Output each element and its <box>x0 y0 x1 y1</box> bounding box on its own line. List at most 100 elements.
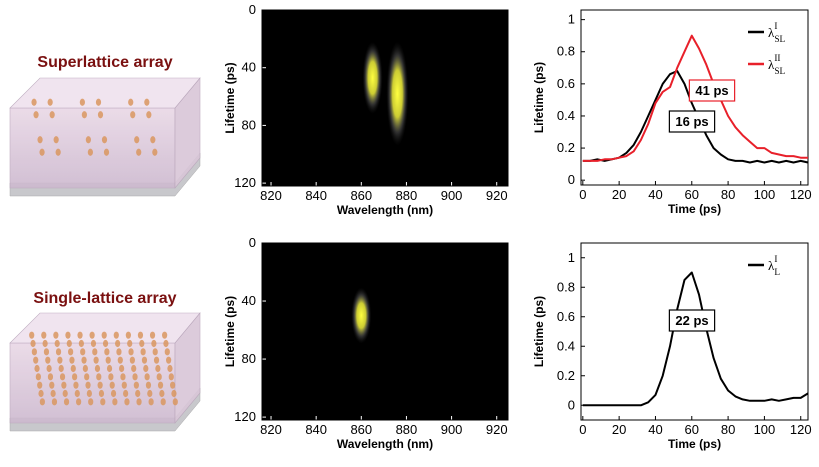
pillar <box>74 389 80 398</box>
pillar <box>105 356 111 364</box>
subscript: L <box>343 305 349 316</box>
subscript: SL <box>348 67 360 78</box>
x-axis-title: Wavelength (nm) <box>337 437 433 451</box>
x-tick-label: 0 <box>579 422 586 437</box>
pillar <box>82 364 88 373</box>
pillar <box>34 364 40 373</box>
pillar <box>149 331 156 339</box>
pillar <box>80 348 86 356</box>
y-tick-label: 0.6 <box>557 309 575 324</box>
y-tick-label: 120 <box>234 409 256 424</box>
symbol-label: λLI <box>337 292 350 316</box>
pillar <box>130 111 136 119</box>
pillar <box>153 356 160 364</box>
y-tick-label: 80 <box>242 117 256 132</box>
y-tick-label: 0.4 <box>557 108 575 123</box>
spot <box>386 41 409 146</box>
annotation: 16 ps <box>675 114 708 129</box>
pillar <box>115 339 121 348</box>
pillar <box>117 356 123 364</box>
row-label: Single-lattice array <box>33 290 176 307</box>
y-tick-label: 0.8 <box>557 44 575 59</box>
pillar <box>69 356 75 364</box>
pillar <box>51 398 58 406</box>
symbol-label: λSL II <box>768 54 785 77</box>
x-tick-label: 60 <box>685 422 699 437</box>
symbol-label: λLI <box>768 255 780 278</box>
pillar <box>162 331 168 339</box>
illustrations <box>9 77 201 432</box>
pillar <box>87 148 93 156</box>
pillar <box>144 98 150 106</box>
x-axis-title: Time (ps) <box>668 202 721 216</box>
pillar <box>94 364 101 373</box>
x-tick-label: 840 <box>305 422 327 437</box>
pillar <box>160 398 166 406</box>
spot <box>351 287 372 344</box>
pillar <box>66 339 72 348</box>
superscript: II <box>774 54 780 64</box>
superscript: I <box>348 54 352 65</box>
pillar <box>136 398 142 406</box>
subscript: SL <box>417 95 429 106</box>
symbol: λ <box>768 25 775 40</box>
pillar <box>121 381 127 389</box>
pillar <box>42 339 48 348</box>
superscript: I <box>343 292 347 303</box>
pillar <box>141 356 148 364</box>
pillar <box>76 398 82 406</box>
subscript: L <box>774 268 780 278</box>
pillar <box>31 348 37 356</box>
pillar <box>41 331 47 339</box>
slab-front <box>9 107 176 189</box>
pillar <box>59 373 66 381</box>
x-tick-label: 20 <box>612 422 626 437</box>
pillar <box>86 389 92 398</box>
pillar <box>54 339 60 348</box>
pillar <box>157 381 164 389</box>
x-tick-label: 40 <box>648 187 662 202</box>
x-tick-label: 860 <box>350 188 372 203</box>
series-line <box>582 34 808 162</box>
pillar <box>106 364 113 373</box>
pillar <box>120 373 126 381</box>
x-tick-label: 100 <box>754 187 776 202</box>
x-tick-label: 80 <box>721 187 735 202</box>
x-tick-label: 40 <box>648 422 662 437</box>
symbol-label: λSL II <box>410 82 429 106</box>
y-axis-title: Lifetime (ps) <box>223 62 237 133</box>
pillar <box>37 381 43 389</box>
pillar <box>137 331 144 339</box>
pillar <box>100 398 106 406</box>
x-tick-label: 900 <box>441 422 463 437</box>
pillar <box>136 148 142 156</box>
pillar <box>89 331 95 339</box>
pillar <box>101 136 108 144</box>
pillar <box>133 381 139 389</box>
slab-top <box>9 77 201 109</box>
pillar <box>164 348 170 356</box>
x-tick-label: 860 <box>350 422 372 437</box>
pillar <box>72 373 78 381</box>
pillar <box>152 148 158 156</box>
pillar <box>49 111 55 119</box>
pillar <box>43 348 50 356</box>
pillar <box>152 348 158 356</box>
symbol: λ <box>410 86 417 101</box>
pillar <box>119 364 125 373</box>
pillar <box>58 364 64 373</box>
pillar <box>104 348 110 356</box>
x-tick-label: 820 <box>260 188 282 203</box>
annotation-box <box>688 79 736 102</box>
pillar <box>47 373 54 381</box>
pillar <box>159 389 165 398</box>
pillar <box>98 389 105 398</box>
pillar <box>155 364 161 373</box>
x-tick-label: 880 <box>396 188 418 203</box>
pillar <box>39 398 45 406</box>
y-axis-title: Lifetime (ps) <box>532 296 546 367</box>
pillar <box>97 381 103 389</box>
pillar <box>31 98 37 106</box>
pillar <box>101 331 107 339</box>
